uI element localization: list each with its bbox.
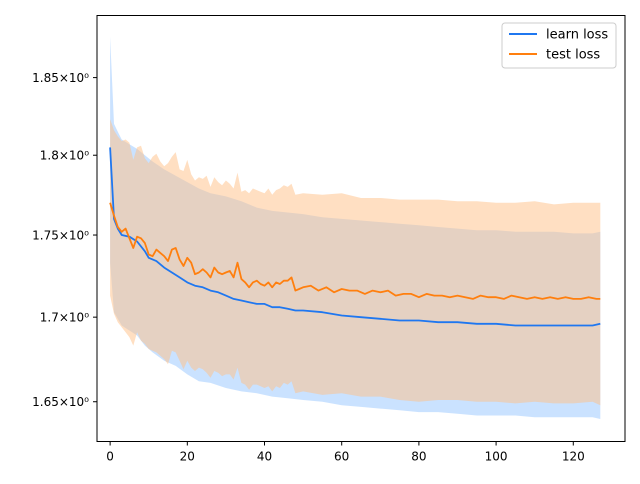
legend: learn loss test loss bbox=[501, 22, 617, 69]
confidence-bands bbox=[110, 36, 601, 419]
x-tick-label: 120 bbox=[562, 450, 585, 464]
y-tick-label: 1.85×10⁰ bbox=[32, 71, 89, 85]
x-tick-label: 100 bbox=[485, 450, 508, 464]
y-tick-label: 1.65×10⁰ bbox=[32, 395, 89, 409]
x-tick-label: 80 bbox=[411, 450, 426, 464]
x-tick-label: 60 bbox=[334, 450, 349, 464]
y-axis-ticks: 1.65×10⁰ 1.7×10⁰ 1.75×10⁰ 1.8×10⁰ 1.85×10⁰ bbox=[32, 71, 97, 409]
y-tick-label: 1.75×10⁰ bbox=[32, 229, 89, 243]
x-tick-label: 0 bbox=[106, 450, 114, 464]
line-test-loss bbox=[109, 202, 601, 300]
plot-frame bbox=[96, 15, 626, 442]
x-tick-label: 40 bbox=[257, 450, 272, 464]
x-tick-label: 20 bbox=[180, 450, 195, 464]
legend-label-test-loss: test loss bbox=[546, 48, 600, 63]
series-lines bbox=[109, 147, 601, 327]
y-tick-label: 1.7×10⁰ bbox=[40, 311, 89, 325]
x-axis-ticks: 0 20 40 60 80 100 120 bbox=[106, 441, 585, 464]
line-learn-loss bbox=[109, 147, 601, 327]
legend-label-learn-loss: learn loss bbox=[546, 28, 608, 43]
y-tick-label: 1.8×10⁰ bbox=[40, 149, 89, 163]
band-test-loss bbox=[110, 119, 601, 406]
